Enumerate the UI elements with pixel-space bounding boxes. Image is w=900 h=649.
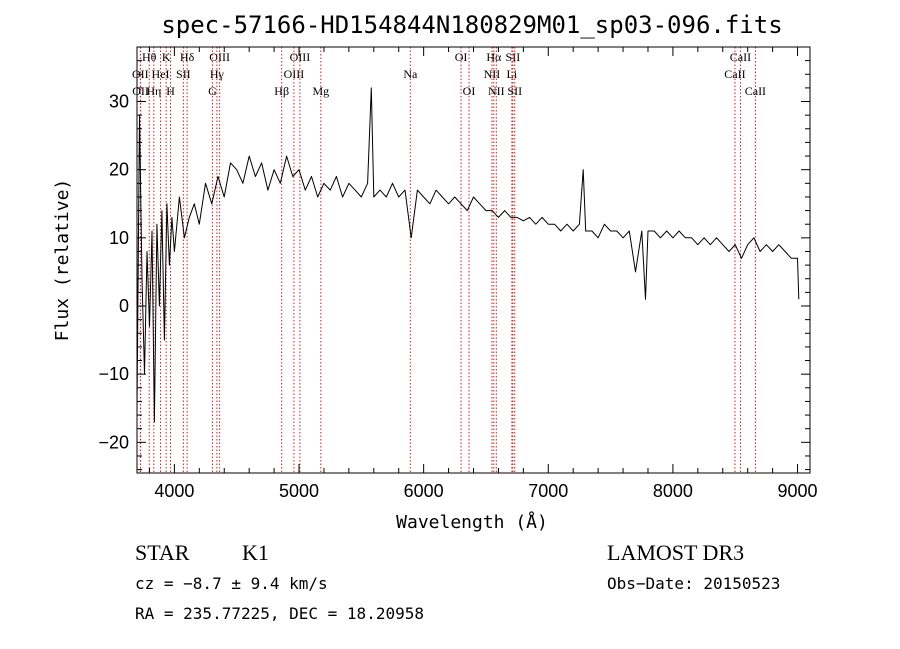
chart-title: spec-57166-HD154844N180829M01_sp03-096.f… <box>161 11 782 39</box>
spectral-line-label: Na <box>403 67 418 81</box>
y-axis-label: Flux (relative) <box>52 179 73 342</box>
spectral-line-label: SII <box>507 84 522 98</box>
spectral-line-label: OIII <box>290 50 311 64</box>
spectral-line-label: H <box>166 84 175 98</box>
y-tick-label: −20 <box>98 432 129 452</box>
spectral-line-label: CaII <box>724 67 745 81</box>
spectral-line-label: SII <box>176 67 191 81</box>
object-subclass: K1 <box>242 540 269 565</box>
x-tick-label: 8000 <box>653 481 693 501</box>
coordinates-text: RA = 235.77225, DEC = 18.20958 <box>135 604 424 623</box>
x-tick-label: 5000 <box>279 481 319 501</box>
obs-date-text: Obs−Date: 20150523 <box>607 574 780 593</box>
object-class: STAR <box>135 540 190 565</box>
spectral-line-label: Hα <box>486 50 502 64</box>
y-tick-label: 20 <box>109 160 129 180</box>
spectral-line-label: Hδ <box>180 50 195 64</box>
spectral-line-label: Hγ <box>210 67 225 81</box>
y-tick-label: 10 <box>109 228 129 248</box>
y-tick-label: 30 <box>109 92 129 112</box>
spectral-line-label: K <box>162 50 171 64</box>
spectral-lines-layer: HθOIIOIIKHηHeISIIHHδOIIIHγGHβOIIIOIIIMgN… <box>132 47 766 473</box>
spectral-line-label: G <box>208 84 217 98</box>
spectrum-series-line <box>136 87 800 423</box>
spectral-line-label: SII <box>506 50 521 64</box>
plot-frame <box>136 46 811 474</box>
y-tick-label: −10 <box>98 364 129 384</box>
spectral-line-label: OIII <box>209 50 230 64</box>
survey-name: LAMOST DR3 <box>607 540 744 565</box>
axis-ticks-layer: 4000 5000 6000 7000 8000 9000 −20 −10 0 10 20 30 <box>98 46 818 501</box>
spectral-line-label: Hθ <box>142 50 157 64</box>
x-axis-label: Wavelength (Å) <box>396 511 548 533</box>
x-tick-label: 6000 <box>404 481 444 501</box>
redshift-text: cz = −8.7 ± 9.4 km/s <box>135 574 328 593</box>
x-tick-label: 7000 <box>528 481 568 501</box>
spectral-line-label: NII <box>484 67 501 81</box>
spectral-line-label: OI <box>463 84 476 98</box>
spectral-line-label: OII <box>132 84 149 98</box>
spectral-line-label: NII <box>488 84 505 98</box>
x-tick-label: 4000 <box>154 481 194 501</box>
spectral-line-label: Hβ <box>274 84 289 98</box>
spectrum-layer <box>136 87 800 423</box>
y-tick-label: 0 <box>119 296 129 316</box>
spectral-line-label: Li <box>507 67 518 81</box>
spectral-line-label: OI <box>455 50 468 64</box>
spectral-line-label: Mg <box>312 84 329 98</box>
spectral-line-label: OIII <box>284 67 305 81</box>
spectral-line-label: Hη <box>146 84 161 98</box>
spectral-line-label: HeI <box>152 67 170 81</box>
x-tick-label: 9000 <box>778 481 818 501</box>
spectral-line-label: CaII <box>730 50 751 64</box>
spectral-line-label: CaII <box>745 84 766 98</box>
